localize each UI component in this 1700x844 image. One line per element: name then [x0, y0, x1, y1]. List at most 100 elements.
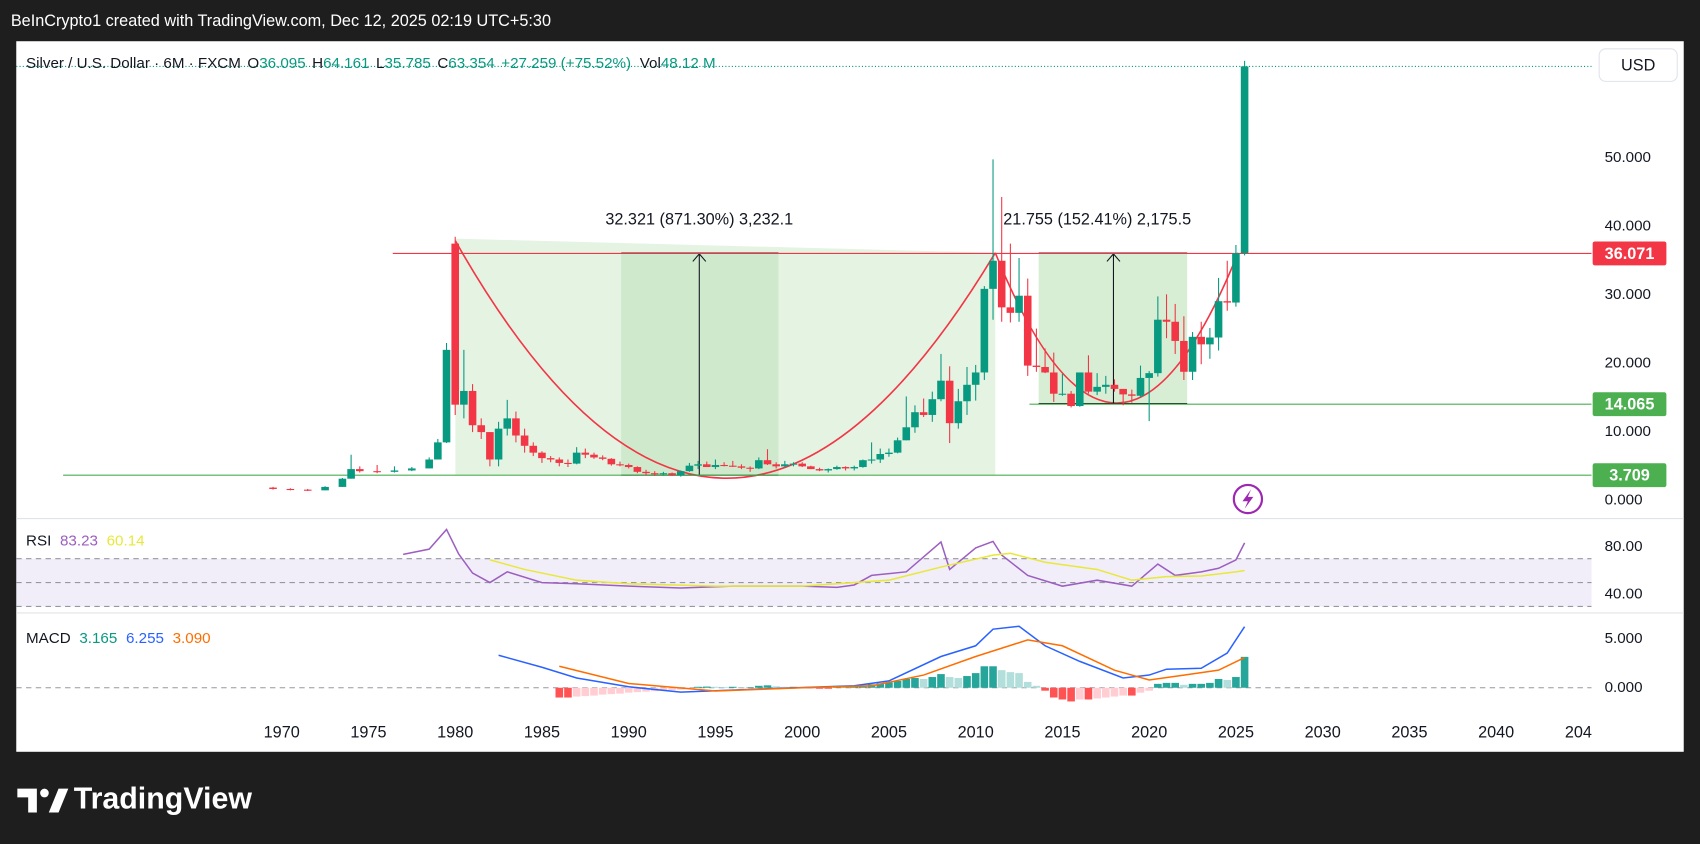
candle-body — [390, 470, 399, 472]
macd-histogram-bar — [1015, 673, 1023, 688]
candle-body — [1032, 365, 1041, 367]
candle-body — [676, 471, 685, 476]
candle-body — [1145, 373, 1153, 378]
macd-histogram-bar — [1049, 687, 1058, 698]
candle-body — [876, 454, 885, 460]
legend-field-value: 35.785 — [384, 55, 430, 72]
candle-body — [434, 442, 442, 460]
legend-change: +27.259 (+75.52%) — [501, 55, 631, 72]
macd-histogram-bar — [659, 687, 668, 691]
y-tick-label: 80.00 — [1605, 538, 1643, 555]
macd-histogram-bar — [607, 687, 616, 695]
legend-volume: 48.12 M — [661, 55, 716, 72]
candle-body — [763, 460, 772, 465]
candle-body — [997, 260, 1006, 308]
macd-histogram-bar — [1232, 677, 1240, 688]
x-tick-label: 2035 — [1391, 724, 1427, 742]
candle-body — [598, 457, 607, 459]
macd-histogram-bar — [876, 683, 885, 688]
candle-body — [781, 464, 789, 467]
candle-body — [1119, 388, 1127, 395]
macd-histogram-bar — [971, 673, 980, 688]
macd-histogram-bar — [624, 687, 633, 693]
rsi-line — [403, 528, 1246, 589]
candle-body — [963, 384, 971, 402]
candle-body — [1154, 319, 1162, 374]
candle-body — [928, 399, 937, 415]
macd-histogram-bar — [642, 687, 650, 692]
plot-area — [16, 60, 1592, 702]
price-badge-label: 36.071 — [1605, 245, 1655, 263]
y-tick-label: 20.000 — [1605, 355, 1651, 372]
macd-histogram-bar — [963, 676, 971, 688]
macd-histogram-bar — [755, 685, 763, 688]
legend-value: 60.14 — [107, 532, 145, 549]
candle-body — [477, 425, 486, 433]
macd-histogram-bar — [902, 678, 911, 688]
candle-body — [468, 390, 477, 426]
candle-body — [1232, 253, 1240, 303]
legend: Silver / U.S. Dollar · 6M · FXCM O36.095 H… — [26, 55, 716, 72]
alert-icon[interactable] — [1232, 483, 1264, 515]
candle-body — [772, 464, 780, 467]
macd-histogram-bar — [980, 666, 989, 688]
candle-body — [1214, 301, 1223, 338]
candle-body — [971, 372, 980, 385]
macd-histogram-bar — [1206, 682, 1214, 688]
currency-button-box[interactable] — [1598, 48, 1678, 82]
logo: TradingView — [17, 783, 252, 816]
macd-histogram-bar — [1093, 687, 1101, 699]
legend: MACD 3.165 6.255 3.090 — [26, 630, 211, 647]
candle-body — [607, 458, 616, 465]
candle-body — [824, 469, 833, 471]
macd-line — [559, 639, 1245, 692]
candle-body — [1006, 307, 1015, 313]
candle-body — [1023, 295, 1032, 366]
candle-body — [755, 460, 763, 469]
candle-body — [1162, 319, 1171, 322]
candle-body — [798, 463, 806, 467]
candle-body — [989, 260, 997, 289]
x-tick-label: 2005 — [871, 724, 907, 742]
macd-histogram-bar — [1136, 687, 1145, 693]
macd-histogram-bar — [1240, 656, 1249, 688]
currency-label[interactable]: USD — [1621, 56, 1655, 74]
macd-histogram-bar — [598, 687, 607, 695]
currency-button[interactable]: USD — [1598, 48, 1678, 82]
candle-body — [789, 463, 798, 465]
candle-body — [1223, 301, 1232, 303]
x-tick-label: 2020 — [1131, 724, 1167, 742]
y-tick-label: 0.000 — [1605, 679, 1643, 696]
price-badge-label: 14.065 — [1605, 396, 1655, 414]
macd-histogram-bar — [763, 685, 772, 688]
candle-body — [685, 465, 694, 472]
x-tick-label: 1990 — [611, 724, 647, 742]
candle-body — [728, 465, 737, 467]
logo-mark — [48, 788, 69, 813]
candle-body — [919, 412, 928, 415]
candle-body — [902, 427, 911, 441]
legend-symbol: Silver / U.S. Dollar · 6M · FXCM — [26, 55, 241, 72]
macd-histogram-bar — [893, 680, 902, 688]
macd-histogram-bar — [1119, 687, 1127, 696]
macd-histogram-bar — [616, 687, 624, 694]
cup-curve — [454, 240, 996, 479]
x-tick-label: 1970 — [264, 724, 300, 742]
price-badge — [1592, 241, 1667, 266]
candle-body — [529, 445, 538, 453]
candle-body — [668, 473, 676, 476]
candle-body — [373, 471, 381, 473]
candle-body — [815, 469, 824, 471]
candle-body — [303, 489, 312, 491]
macd-histogram-bar — [954, 677, 963, 688]
macd-histogram-bar — [694, 686, 702, 688]
candle-body — [850, 467, 859, 469]
macd-line — [498, 625, 1246, 693]
candle-body — [1188, 336, 1197, 372]
candle-body — [572, 452, 581, 464]
candle-body — [1197, 336, 1206, 345]
alert-bolt[interactable] — [1242, 489, 1254, 509]
legend-field-value: 64.161 — [323, 55, 369, 72]
